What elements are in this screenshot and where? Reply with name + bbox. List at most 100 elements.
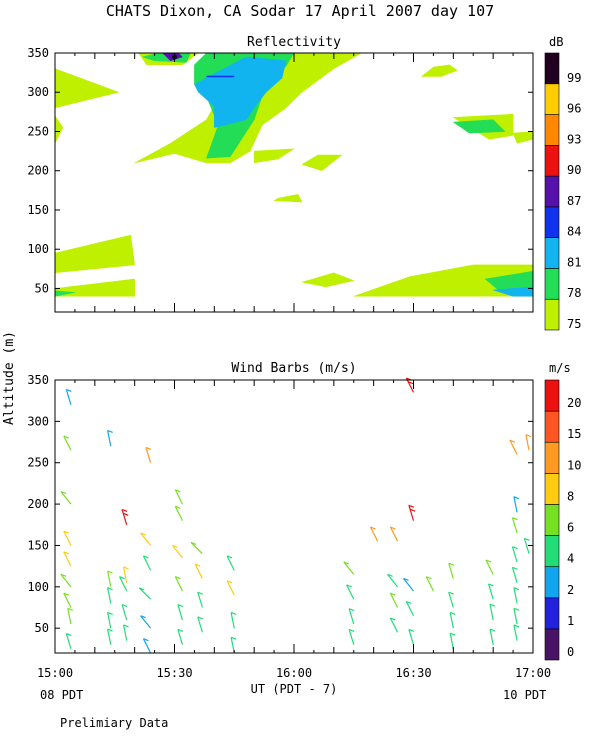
colorbar-swatch bbox=[544, 237, 560, 269]
wind-barb-flag bbox=[140, 615, 146, 619]
wind-barb bbox=[511, 517, 518, 534]
wind-barb-flag bbox=[107, 587, 113, 591]
colorbar-swatch bbox=[544, 597, 560, 630]
colorbar-swatch bbox=[544, 504, 560, 536]
y-tick-label: 250 bbox=[27, 124, 49, 138]
wind-barb-flag bbox=[226, 555, 233, 559]
wind-barb-flag bbox=[448, 591, 454, 595]
colorbar-label: 0 bbox=[567, 645, 574, 659]
wind-barb bbox=[489, 628, 494, 645]
y-tick-label: 100 bbox=[27, 242, 49, 256]
wind-barb bbox=[107, 612, 112, 629]
wind-colorbar: 0 1 2 4 6 8 10 15 20 m/s bbox=[544, 361, 581, 661]
wind-barb bbox=[145, 447, 152, 463]
wind-barb bbox=[63, 435, 72, 451]
wind-barb-flag bbox=[60, 491, 67, 495]
wind-barb-flag bbox=[119, 576, 125, 580]
footer-note: Prelimiary Data bbox=[60, 716, 168, 730]
wind-barb bbox=[230, 612, 235, 629]
wind-barb bbox=[387, 573, 399, 588]
wind-barb-flag bbox=[63, 435, 70, 439]
colorbar-label: 96 bbox=[567, 102, 581, 116]
wind-barb bbox=[194, 563, 203, 579]
colorbar-label: 2 bbox=[567, 583, 574, 597]
wind-barb-flag bbox=[512, 566, 518, 570]
reflectivity-region-75 bbox=[54, 114, 64, 144]
wind-barb-flag bbox=[370, 526, 376, 530]
reflectivity-panel: 50 100 150 200 250 300 350 Reflectivity 75 78 81… bbox=[27, 35, 581, 331]
wind-barb bbox=[140, 615, 152, 629]
reflectivity-region-75 bbox=[54, 234, 135, 274]
y-tick-label: 150 bbox=[27, 203, 49, 217]
wind-barb-flag bbox=[175, 505, 181, 509]
wind-barb bbox=[142, 555, 152, 571]
wind-barb bbox=[107, 587, 112, 604]
wind-barb bbox=[107, 430, 112, 447]
wind-barb-flag bbox=[513, 624, 520, 628]
wind-barb bbox=[448, 592, 454, 608]
colorbar-label: 6 bbox=[567, 521, 574, 535]
colorbar-label: 84 bbox=[567, 225, 581, 239]
colorbar-label: 90 bbox=[567, 163, 581, 177]
wind-barb-flag bbox=[513, 607, 520, 611]
wind-barb-flag bbox=[346, 584, 352, 588]
y-tick-label: 100 bbox=[27, 580, 49, 594]
y-axis-label: Altitude (m) bbox=[2, 331, 17, 425]
y-tick-label: 300 bbox=[27, 414, 49, 428]
colorbar-swatch bbox=[544, 473, 560, 505]
wind-barb bbox=[513, 624, 518, 641]
colorbar-swatch bbox=[544, 83, 560, 115]
wind-barb-flag bbox=[175, 489, 181, 493]
colorbar-swatch bbox=[544, 298, 560, 331]
wind-barb-flag bbox=[348, 608, 355, 612]
wind-barb bbox=[142, 638, 152, 654]
wind-barb bbox=[408, 629, 415, 645]
wind-barb bbox=[511, 546, 518, 563]
wind-barb bbox=[389, 526, 399, 542]
wind-barb-flag bbox=[195, 563, 201, 567]
wind-barb-flag bbox=[230, 611, 237, 616]
wind-barb bbox=[513, 496, 518, 513]
y-tick-label: 350 bbox=[27, 373, 49, 387]
wind-barb-flag bbox=[525, 434, 532, 438]
reflectivity-region-75 bbox=[253, 148, 295, 164]
wind-barb-flag bbox=[67, 607, 74, 611]
wind-barb-flag bbox=[63, 551, 70, 555]
wind-barb-flag bbox=[449, 632, 456, 636]
wind-barb-flag bbox=[390, 526, 396, 530]
colorbar-unit: m/s bbox=[549, 361, 571, 375]
wind-barb bbox=[177, 604, 184, 621]
wind-barb bbox=[122, 624, 128, 641]
wind-barb-flag bbox=[121, 508, 128, 513]
wind-barb-flag bbox=[123, 566, 129, 570]
footer-left-time: 08 PDT bbox=[40, 688, 83, 702]
wind-barb-flag bbox=[177, 604, 184, 608]
colorbar-swatch bbox=[544, 379, 560, 412]
colorbar-label: 1 bbox=[567, 614, 574, 628]
wind-barb bbox=[140, 532, 152, 546]
wind-barb-flag bbox=[107, 628, 113, 632]
wind-barb bbox=[513, 587, 518, 604]
wind-barb bbox=[65, 389, 72, 405]
y-tick-label: 200 bbox=[27, 497, 49, 511]
wind-barb-flag bbox=[408, 504, 415, 508]
wind-barb-flag bbox=[107, 429, 113, 434]
colorbar-label: 81 bbox=[567, 255, 581, 269]
wind-barb bbox=[511, 567, 518, 583]
wind-barb-flag bbox=[407, 381, 414, 385]
wind-barb-flag bbox=[387, 573, 393, 577]
wind-barb bbox=[230, 637, 235, 654]
wind-barb-flag bbox=[143, 638, 149, 642]
wind-barb-flag bbox=[406, 600, 412, 605]
wind-barb bbox=[449, 612, 454, 629]
wind-barb-flag bbox=[121, 604, 128, 608]
colorbar-swatch bbox=[544, 628, 560, 661]
wind-barb-flag bbox=[66, 388, 72, 393]
colorbar-swatch bbox=[544, 441, 560, 474]
wind-barb bbox=[509, 439, 518, 455]
wind-barb bbox=[122, 566, 128, 583]
reflectivity-colorbar: 75 78 81 84 87 90 93 96 99 dB bbox=[544, 35, 581, 331]
wind-barb-flag bbox=[488, 583, 494, 587]
wind-barb-flag bbox=[143, 555, 149, 559]
